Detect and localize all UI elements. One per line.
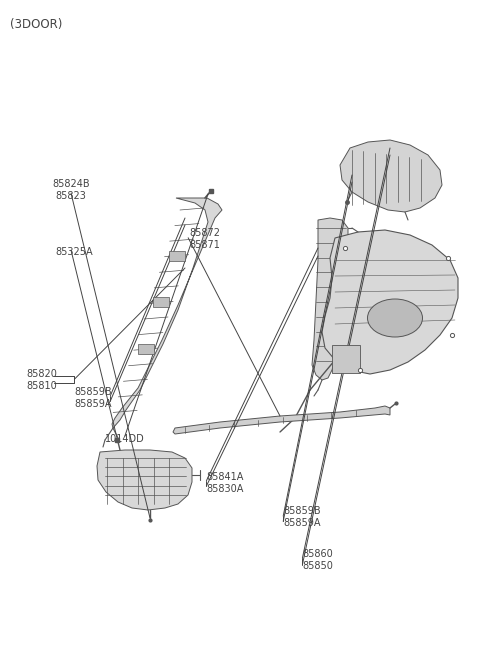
Text: 85325A: 85325A [55,247,93,257]
Text: 85860
85850: 85860 85850 [302,549,333,571]
Text: 85824B
85823: 85824B 85823 [52,179,90,201]
Bar [168,251,185,261]
Text: 85820
85810: 85820 85810 [26,369,57,391]
Polygon shape [312,218,348,380]
Polygon shape [173,406,390,434]
Polygon shape [112,198,222,428]
Ellipse shape [368,299,422,337]
Bar [138,344,154,354]
Text: 85841A
85830A: 85841A 85830A [206,472,244,495]
Polygon shape [97,450,192,510]
Polygon shape [340,140,442,212]
Text: 1014DD: 1014DD [105,434,144,444]
Text: 85872
85871: 85872 85871 [190,228,221,250]
Bar [153,297,169,307]
Text: (3DOOR): (3DOOR) [10,18,62,31]
Text: 85859B
85859A: 85859B 85859A [283,506,321,529]
Text: 85859B
85859A: 85859B 85859A [74,386,112,409]
Bar [332,345,360,373]
Polygon shape [322,230,458,374]
